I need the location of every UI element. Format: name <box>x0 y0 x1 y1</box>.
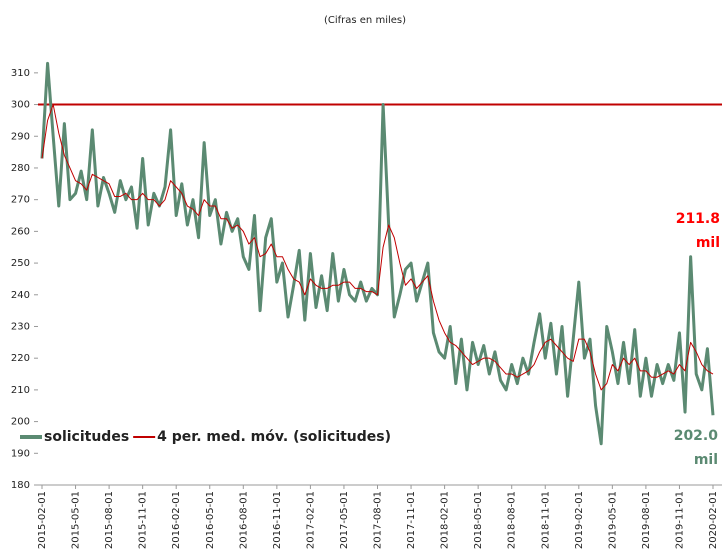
y-tick-label: 300 <box>11 100 30 111</box>
x-tick-label: 2017-02-01 <box>305 491 316 549</box>
legend-label: solicitudes <box>44 429 129 445</box>
x-tick-label: 2015-02-01 <box>37 491 48 549</box>
x-tick-label: 2015-11-01 <box>138 491 149 549</box>
x-tick-label: 2017-05-01 <box>339 491 350 549</box>
series-line <box>40 61 715 446</box>
y-tick-label: 280 <box>11 163 30 174</box>
y-tick-label: 200 <box>11 417 30 428</box>
y-tick-label: 190 <box>11 448 30 459</box>
y-tick-label: 220 <box>11 353 30 364</box>
y-tick-label: 310 <box>11 68 30 79</box>
x-tick-label: 2018-02-01 <box>440 491 451 549</box>
x-tick-label: 2015-05-01 <box>71 491 82 549</box>
x-tick-label: 2017-11-01 <box>406 491 417 549</box>
y-tick-label: 210 <box>11 385 30 396</box>
annotation: mil <box>696 235 720 251</box>
annotation: mil <box>694 452 718 468</box>
x-tick-label: 2017-08-01 <box>373 491 384 549</box>
x-tick-label: 2016-08-01 <box>238 491 249 549</box>
x-tick-label: 2019-11-01 <box>674 491 685 549</box>
x-tick-label: 2015-08-01 <box>104 491 115 549</box>
chart-subtitle: (Cifras en miles) <box>324 15 406 26</box>
series-line <box>41 104 714 391</box>
annotation: 202.0 <box>674 428 719 444</box>
y-tick-label: 240 <box>11 290 30 301</box>
x-tick-label: 2016-02-01 <box>171 491 182 549</box>
y-tick-label: 230 <box>11 321 30 332</box>
x-tick-label: 2018-11-01 <box>540 491 551 549</box>
y-tick-label: 270 <box>11 195 30 206</box>
x-tick-label: 2016-05-01 <box>205 491 216 549</box>
x-tick-label: 2019-05-01 <box>607 491 618 549</box>
legend-label: 4 per. med. móv. (solicitudes) <box>157 429 391 445</box>
y-tick-label: 250 <box>11 258 30 269</box>
y-tick-label: 180 <box>11 480 30 491</box>
x-tick-label: 2016-11-01 <box>272 491 283 549</box>
x-tick-label: 2018-08-01 <box>507 491 518 549</box>
x-tick-label: 2019-02-01 <box>574 491 585 549</box>
y-tick-label: 290 <box>11 131 30 142</box>
y-tick-label: 260 <box>11 226 30 237</box>
x-tick-label: 2018-05-01 <box>473 491 484 549</box>
x-tick-label: 2020-02-01 <box>708 491 719 549</box>
annotation: 211.8 <box>676 211 720 227</box>
x-tick-label: 2019-08-01 <box>641 491 652 549</box>
